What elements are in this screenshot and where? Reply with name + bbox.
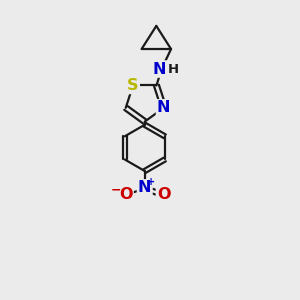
Text: H: H <box>168 62 179 76</box>
Text: O: O <box>119 187 133 202</box>
Text: −: − <box>111 184 121 196</box>
Text: N: N <box>138 180 152 195</box>
Text: N: N <box>157 100 170 115</box>
Text: O: O <box>157 187 170 202</box>
Text: N: N <box>153 61 166 76</box>
Text: +: + <box>147 176 155 187</box>
Text: S: S <box>127 78 139 93</box>
